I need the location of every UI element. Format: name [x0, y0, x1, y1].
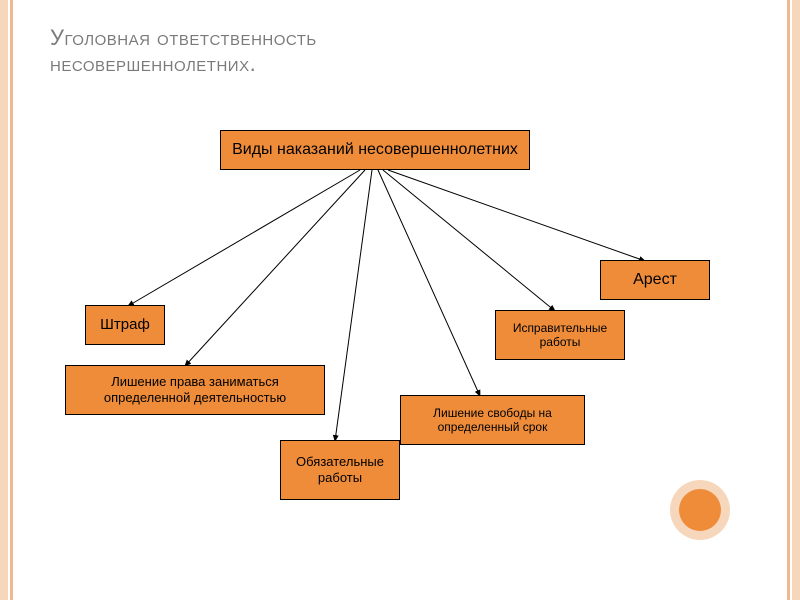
- edge-5: [388, 170, 645, 261]
- decor-sidebar-left-stripe2: [10, 0, 13, 600]
- node-root: Виды наказаний несовершеннолетних: [220, 130, 530, 170]
- edge-3: [378, 170, 480, 396]
- decor-sidebar-left-stripe1: [0, 0, 8, 600]
- node-arrest: Арест: [600, 260, 710, 300]
- node-deprive-right: Лишение права заниматься определенной де…: [65, 365, 325, 415]
- edge-0: [128, 170, 360, 306]
- decor-sidebar-right-stripe1: [792, 0, 800, 600]
- node-corrective: Исправительные работы: [495, 310, 625, 360]
- decor-sidebar-left: [0, 0, 14, 600]
- decor-sidebar-right: [786, 0, 800, 600]
- node-mandatory: Обязательные работы: [280, 440, 400, 500]
- edge-4: [383, 170, 555, 311]
- title-line1: Уголовная ответственность: [50, 25, 317, 50]
- node-deprive-liberty: Лишение свободы на определенный срок: [400, 395, 585, 445]
- slide-title: Уголовная ответственность несовершенноле…: [50, 25, 317, 77]
- node-fine: Штраф: [85, 305, 165, 345]
- edge-2: [335, 170, 372, 441]
- title-line2: несовершеннолетних.: [50, 51, 256, 76]
- decor-circle-inner: [679, 489, 721, 531]
- decor-sidebar-right-stripe2: [787, 0, 790, 600]
- edge-1: [185, 170, 365, 366]
